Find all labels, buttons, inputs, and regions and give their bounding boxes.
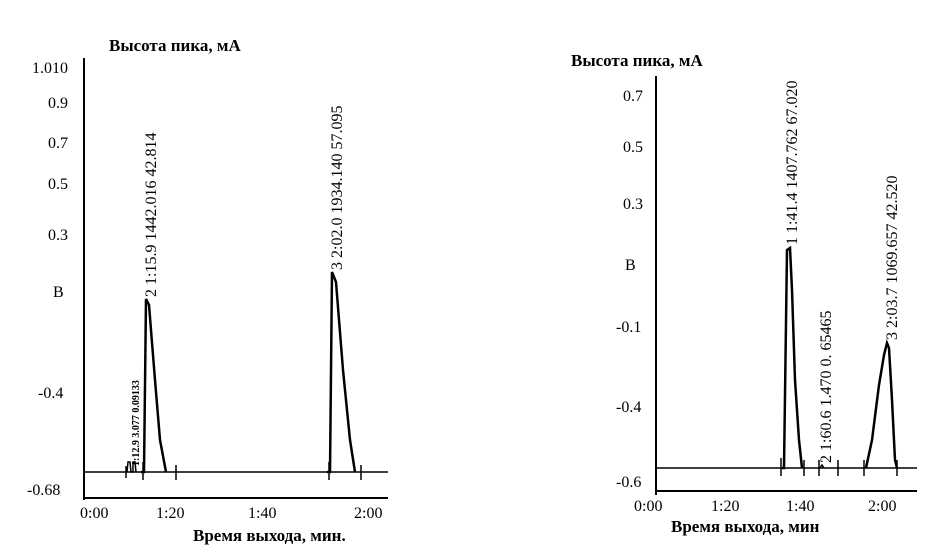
y-tick-label: -0.4: [616, 399, 641, 416]
y-tick-label: 0.9: [48, 95, 68, 112]
peak-1-left: [126, 461, 137, 473]
x-tick-label: 1:40: [786, 498, 814, 515]
x-tick-label: 1:20: [711, 498, 739, 515]
x-axis-title-right: Время выхода, мин: [671, 517, 820, 536]
y-tick-label: 0.3: [48, 227, 68, 244]
x-tick-label: 0:00: [80, 505, 108, 522]
peak-label-3-left: 3 2:02.0 1934.140 57.095: [329, 106, 346, 270]
peak-label-3-right: 3 2:03.7 1069.657 42.520: [884, 176, 901, 340]
peak-label-1-right: 1 1:41.4 1407.762 67.020: [784, 81, 801, 245]
x-tick-label: 1:20: [156, 505, 184, 522]
chart-right: Высота пика, мА 0.7 0.5 0.3 B -0.1 -0.4 …: [571, 51, 917, 536]
x-tick-label: 1:40: [248, 505, 276, 522]
y-tick-label: 1.010: [32, 60, 68, 77]
y-tick-label: 0.5: [48, 176, 68, 193]
y-axis-title-right: Высота пика, мА: [571, 51, 703, 70]
chart-left: Высота пика, мА 1.010 0.9 0.7 0.5 0.3 B …: [27, 36, 388, 545]
peak-label-2-right: 2 1:60.6 1.470 0. 65465: [818, 311, 835, 463]
y-tick-label: 0.5: [623, 139, 643, 156]
x-axis-title-left: Время выхода, мин.: [193, 526, 346, 545]
y-tick-label: B: [53, 284, 64, 301]
peak-label-1-left: 1:12.9 3.077 0.09133: [131, 380, 142, 466]
peak-3-left: [327, 271, 357, 474]
y-tick-label: 0.7: [623, 88, 643, 105]
peak-2-right: [819, 463, 825, 469]
x-tick-label: 2:00: [868, 498, 896, 515]
y-tick-label: -0.68: [27, 482, 60, 499]
peak-3-right: [864, 338, 899, 469]
y-tick-label: -0.6: [616, 474, 641, 491]
peak-1-right: [782, 245, 804, 470]
y-tick-label: -0.4: [38, 385, 63, 402]
peak-2-left: [141, 298, 168, 474]
y-tick-label: 0.7: [48, 135, 68, 152]
y-tick-label: B: [625, 257, 636, 274]
x-tick-label: 2:00: [354, 505, 382, 522]
y-axis-title-left: Высота пика, мА: [109, 36, 241, 55]
y-tick-label: -0.1: [616, 319, 641, 336]
peak-label-2-left: 2 1:15.9 1442.016 42.814: [143, 133, 160, 297]
y-tick-label: 0.3: [623, 196, 643, 213]
x-tick-label: 0:00: [634, 498, 662, 515]
